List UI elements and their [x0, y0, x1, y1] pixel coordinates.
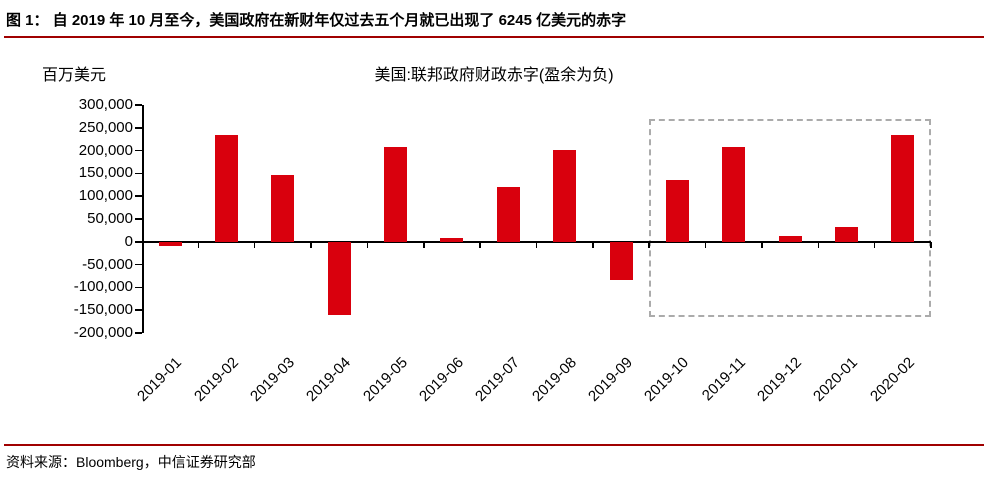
y-tick: [135, 286, 142, 289]
source-note: 资料来源：Bloomberg，中信证券研究部: [6, 454, 256, 470]
highlight-box: [649, 119, 931, 317]
x-tick: [817, 241, 820, 248]
y-tick-label: -200,000: [73, 324, 133, 341]
x-tick: [535, 241, 538, 248]
y-tick-label: 50,000: [87, 210, 133, 227]
bar-2019-06: [440, 237, 464, 242]
y-axis-line: [142, 105, 144, 333]
chart-title: 美国:联邦政府财政赤字(盈余为负): [374, 67, 614, 84]
y-tick-label: 250,000: [78, 118, 133, 136]
bar-2019-03: [271, 174, 295, 242]
x-tick: [479, 241, 481, 248]
x-tick: [873, 241, 876, 248]
x-tick: [197, 241, 200, 248]
y-tick: [135, 195, 142, 197]
x-tick: [423, 241, 425, 248]
y-tick: [135, 263, 142, 266]
x-tick: [592, 241, 594, 248]
y-axis-unit-label: 百万美元: [42, 67, 107, 84]
bar-2019-07: [496, 187, 520, 242]
y-tick-label: -150,000: [73, 301, 133, 319]
bar-2019-12: [778, 235, 802, 242]
bar-2019-05: [384, 147, 408, 242]
footer-divider: [4, 444, 984, 446]
bar-2019-11: [722, 146, 746, 242]
y-tick: [135, 149, 142, 152]
y-tick: [135, 172, 142, 175]
x-tick: [253, 241, 256, 248]
y-tick-label: 100,000: [78, 187, 133, 205]
x-tick: [704, 241, 707, 248]
x-tick: [310, 241, 312, 248]
bar-2019-02: [215, 135, 239, 242]
y-tick: [135, 309, 142, 311]
y-tick-label: -100,000: [73, 278, 133, 296]
x-tick: [761, 241, 763, 248]
bar-2020-01: [834, 226, 858, 242]
y-tick: [135, 241, 142, 243]
bar-2019-04: [327, 241, 351, 315]
bar-2019-08: [553, 150, 577, 242]
bar-2019-09: [609, 241, 633, 280]
y-tick: [135, 218, 142, 220]
y-tick: [135, 127, 142, 129]
y-tick: [135, 104, 142, 106]
bar-2019-01: [158, 241, 182, 246]
x-tick: [930, 241, 932, 248]
y-tick-label: -50,000: [82, 255, 133, 273]
y-tick-label: 200,000: [78, 141, 133, 159]
bar-2019-10: [665, 180, 689, 242]
figure-title: 图 1： 自 2019 年 10 月至今，美国政府在新财年仅过去五个月就已出现了…: [6, 12, 627, 29]
x-tick: [366, 241, 369, 248]
y-tick-label: 300,000: [78, 96, 133, 113]
y-tick-label: 150,000: [78, 164, 133, 182]
title-divider: [4, 36, 984, 38]
y-tick-label: 0: [124, 232, 133, 250]
x-tick: [648, 241, 650, 248]
bar-2020-02: [891, 134, 915, 242]
y-tick: [135, 332, 142, 334]
